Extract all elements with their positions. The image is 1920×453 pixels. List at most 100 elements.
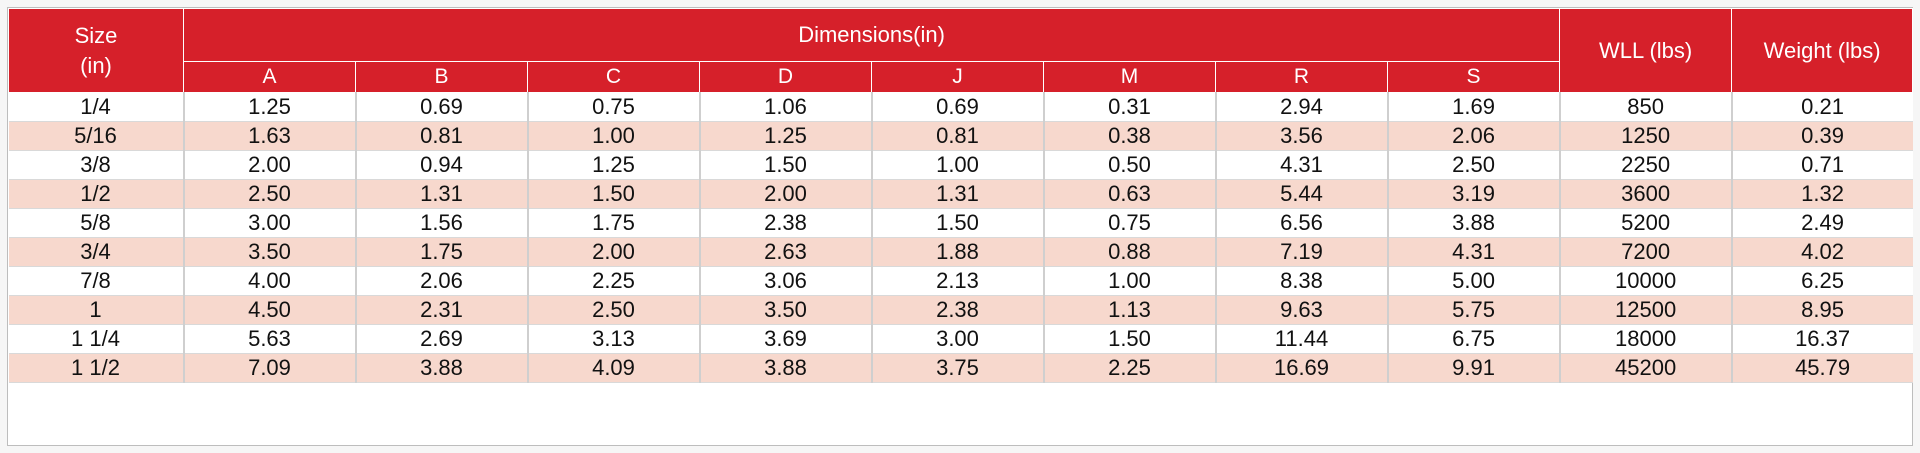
- cell-s: 3.19: [1386, 179, 1561, 209]
- cell-r: 16.69: [1214, 353, 1389, 383]
- table-row: 1 1/2 7.09 3.88 4.09 3.88 3.75 2.25 16.69 9.91 45…: [8, 353, 1913, 383]
- cell-j: 3.75: [870, 353, 1045, 383]
- cell-s: 1.69: [1386, 92, 1561, 122]
- cell-r: 6.56: [1214, 208, 1389, 238]
- cell-a: 1.63: [182, 121, 357, 151]
- cell-wll: 1250: [1558, 121, 1733, 151]
- header-dim-a: A: [183, 61, 356, 93]
- cell-s: 2.06: [1386, 121, 1561, 151]
- table-row: 5/8 3.00 1.56 1.75 2.38 1.50 0.75 6.56 3.88 5200 2…: [8, 208, 1913, 238]
- cell-size: 1/4: [8, 92, 185, 122]
- cell-r: 3.56: [1214, 121, 1389, 151]
- table-header: Size (in) Dimensions(in) WLL (lbs) Weigh…: [8, 8, 1914, 93]
- cell-c: 2.25: [526, 266, 701, 296]
- cell-size: 3/8: [8, 150, 185, 180]
- cell-r: 8.38: [1214, 266, 1389, 296]
- cell-weight: 8.95: [1730, 295, 1913, 325]
- cell-weight: 16.37: [1730, 324, 1913, 354]
- cell-weight: 2.49: [1730, 208, 1913, 238]
- cell-a: 3.50: [182, 237, 357, 267]
- header-row-dimensions: A B C D J M R S: [9, 61, 1913, 93]
- cell-b: 1.31: [354, 179, 529, 209]
- cell-j: 2.13: [870, 266, 1045, 296]
- cell-weight: 0.39: [1730, 121, 1913, 151]
- table-row: 3/4 3.50 1.75 2.00 2.63 1.88 0.88 7.19 4.31 7200 4…: [8, 237, 1913, 267]
- cell-wll: 12500: [1558, 295, 1733, 325]
- cell-c: 3.13: [526, 324, 701, 354]
- spec-table-frame: Size (in) Dimensions(in) WLL (lbs) Weigh…: [7, 7, 1914, 446]
- cell-weight: 0.21: [1730, 92, 1913, 122]
- header-size-unit: (in): [80, 52, 112, 78]
- cell-wll: 5200: [1558, 208, 1733, 238]
- cell-j: 2.38: [870, 295, 1045, 325]
- cell-d: 3.50: [698, 295, 873, 325]
- cell-r: 7.19: [1214, 237, 1389, 267]
- cell-size: 5/8: [8, 208, 185, 238]
- specifications-table: Size (in) Dimensions(in) WLL (lbs) Weigh…: [8, 8, 1914, 383]
- cell-b: 0.69: [354, 92, 529, 122]
- cell-weight: 1.32: [1730, 179, 1913, 209]
- cell-b: 1.75: [354, 237, 529, 267]
- cell-c: 1.25: [526, 150, 701, 180]
- cell-a: 3.00: [182, 208, 357, 238]
- cell-j: 0.69: [870, 92, 1045, 122]
- cell-m: 2.25: [1042, 353, 1217, 383]
- cell-d: 1.25: [698, 121, 873, 151]
- cell-weight: 4.02: [1730, 237, 1913, 267]
- cell-r: 9.63: [1214, 295, 1389, 325]
- header-dim-m: M: [1043, 61, 1216, 93]
- header-dimensions: Dimensions(in): [182, 8, 1561, 62]
- cell-c: 4.09: [526, 353, 701, 383]
- header-dim-d: D: [699, 61, 872, 93]
- header-dim-b: B: [355, 61, 528, 93]
- cell-j: 1.50: [870, 208, 1045, 238]
- cell-m: 0.63: [1042, 179, 1217, 209]
- cell-m: 0.88: [1042, 237, 1217, 267]
- header-row-top: Size (in) Dimensions(in) WLL (lbs) Weigh…: [8, 8, 1914, 93]
- cell-s: 5.00: [1386, 266, 1561, 296]
- cell-size: 1: [8, 295, 185, 325]
- cell-r: 5.44: [1214, 179, 1389, 209]
- cell-wll: 10000: [1558, 266, 1733, 296]
- cell-c: 2.50: [526, 295, 701, 325]
- cell-wll: 3600: [1558, 179, 1733, 209]
- cell-b: 0.81: [354, 121, 529, 151]
- cell-size: 1/2: [8, 179, 185, 209]
- cell-m: 1.13: [1042, 295, 1217, 325]
- table-row: 1/4 1.25 0.69 0.75 1.06 0.69 0.31 2.94 1.69 850 0.…: [8, 92, 1913, 122]
- cell-wll: 850: [1558, 92, 1733, 122]
- cell-a: 4.50: [182, 295, 357, 325]
- cell-d: 3.88: [698, 353, 873, 383]
- cell-size: 5/16: [8, 121, 185, 151]
- table-row: 1 4.50 2.31 2.50 3.50 2.38 1.13 9.63 5.75 12500 8.…: [8, 295, 1913, 325]
- cell-a: 4.00: [182, 266, 357, 296]
- cell-wll: 7200: [1558, 237, 1733, 267]
- cell-weight: 6.25: [1730, 266, 1913, 296]
- cell-j: 1.88: [870, 237, 1045, 267]
- cell-s: 9.91: [1386, 353, 1561, 383]
- cell-c: 1.50: [526, 179, 701, 209]
- cell-c: 2.00: [526, 237, 701, 267]
- cell-s: 3.88: [1386, 208, 1561, 238]
- cell-j: 1.00: [870, 150, 1045, 180]
- table-row: 5/16 1.63 0.81 1.00 1.25 0.81 0.38 3.56 2.06 1250…: [8, 121, 1913, 151]
- header-dim-j: J: [871, 61, 1044, 93]
- table-row: 7/8 4.00 2.06 2.25 3.06 2.13 1.00 8.38 5.00 10000…: [8, 266, 1913, 296]
- cell-m: 1.00: [1042, 266, 1217, 296]
- cell-b: 2.06: [354, 266, 529, 296]
- cell-d: 2.38: [698, 208, 873, 238]
- cell-r: 4.31: [1214, 150, 1389, 180]
- cell-b: 3.88: [354, 353, 529, 383]
- table-row: 1/2 2.50 1.31 1.50 2.00 1.31 0.63 5.44 3.19 3600 1…: [8, 179, 1913, 209]
- cell-wll: 18000: [1558, 324, 1733, 354]
- cell-d: 1.06: [698, 92, 873, 122]
- table-row: 1 1/4 5.63 2.69 3.13 3.69 3.00 1.50 11.44 6.75 18…: [8, 324, 1913, 354]
- cell-a: 2.50: [182, 179, 357, 209]
- cell-a: 7.09: [182, 353, 357, 383]
- header-dim-s: S: [1386, 61, 1561, 93]
- cell-d: 3.06: [698, 266, 873, 296]
- cell-m: 0.38: [1042, 121, 1217, 151]
- cell-j: 3.00: [870, 324, 1045, 354]
- header-weight: Weight (lbs): [1731, 8, 1914, 93]
- cell-s: 2.50: [1386, 150, 1561, 180]
